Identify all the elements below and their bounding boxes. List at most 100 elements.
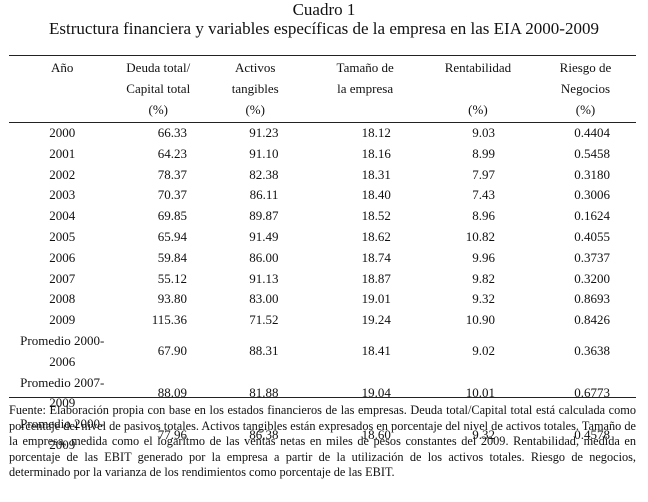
header-cell: Rentabilidad	[444, 60, 512, 75]
table-cell: 8.99	[472, 145, 495, 161]
header-cell: (%)	[575, 102, 596, 117]
table-cell: 0.4055	[574, 228, 610, 244]
header-rule	[9, 122, 636, 123]
header-cell: (%)	[148, 102, 168, 117]
table-row: Promedio 2000-2009 77.96 86.38 18.60 9.32 0.4…	[9, 414, 636, 456]
header-cell	[309, 99, 420, 120]
table-cell: 0.3006	[574, 187, 610, 203]
header-cell	[9, 78, 115, 99]
table-cell: 65.94	[157, 228, 187, 244]
row-label: 2007	[49, 270, 76, 286]
table-row: 2004 69.85 89.87 18.52 8.96 0.1624	[9, 206, 636, 227]
header-cell: (%)	[468, 102, 488, 117]
table-cell: 18.74	[361, 249, 391, 265]
table-cell: 18.60	[361, 426, 391, 442]
table-cell: 64.23	[157, 145, 187, 161]
table-cell: 0.4578	[574, 426, 610, 442]
table-cell: 18.16	[361, 145, 391, 161]
table-row: 2008 93.80 83.00 19.01 9.32 0.8693	[9, 289, 636, 310]
row-label: 2008	[49, 291, 76, 307]
table-row: 2005 65.94 91.49 18.62 10.82 0.4055	[9, 227, 636, 248]
table-cell: 0.8693	[574, 291, 610, 307]
row-label: Promedio 2000-2006	[20, 332, 105, 369]
row-label: 2005	[49, 228, 76, 244]
header-row-2: Capital total tangibles la empresa Negoc…	[9, 78, 636, 99]
table-cell: 91.13	[249, 270, 279, 286]
table-cell: 18.31	[361, 166, 391, 182]
header-row-1: Año Deuda total/ Activos Tamaño de Renta…	[9, 57, 636, 78]
table-body: 2000 66.33 91.23 18.12 9.03 0.4404 2001 64.23 91…	[9, 120, 636, 456]
row-label: 2009	[49, 312, 76, 328]
row-label: 2002	[49, 166, 76, 182]
table-cell: 55.12	[157, 270, 187, 286]
table-cell: 7.43	[472, 187, 495, 203]
table-cell: 10.01	[465, 384, 495, 400]
table-cell: 59.84	[157, 249, 187, 265]
bottom-rule	[9, 397, 636, 398]
table-row: Promedio 2007-2009 88.09 81.88 19.04 10.01 0.…	[9, 373, 636, 415]
table-cell: 91.23	[249, 125, 279, 140]
table-cell: 9.82	[472, 270, 495, 286]
table-cell: 86.11	[249, 187, 279, 203]
table-cell: 18.52	[361, 208, 391, 224]
table-cell: 18.62	[361, 228, 391, 244]
financial-structure-table: Año Deuda total/ Activos Tamaño de Renta…	[9, 57, 636, 456]
row-label: 2000	[49, 125, 76, 140]
table-cell: 69.85	[157, 208, 187, 224]
table-cell: 10.90	[465, 312, 495, 328]
table-cell: 0.3200	[574, 270, 610, 286]
table-row: 2006 59.84 86.00 18.74 9.96 0.3737	[9, 248, 636, 269]
table-cell: 89.87	[249, 208, 279, 224]
header-cell: la empresa	[337, 81, 394, 96]
table-row: Promedio 2000-2006 67.90 88.31 18.41 9.02 0.3…	[9, 331, 636, 373]
table-cell: 9.03	[472, 125, 495, 140]
table-cell: 7.97	[472, 166, 495, 182]
header-cell: Año	[51, 60, 74, 75]
header-cell	[421, 78, 535, 99]
table-row: 2003 70.37 86.11 18.40 7.43 0.3006	[9, 185, 636, 206]
table-row: 2009 115.36 71.52 19.24 10.90 0.8426	[9, 310, 636, 331]
header-row-3: (%) (%) (%) (%)	[9, 99, 636, 120]
table-cell: 18.12	[361, 125, 391, 140]
table-row: 2000 66.33 91.23 18.12 9.03 0.4404	[9, 120, 636, 144]
table-row: 2007 55.12 91.13 18.87 9.82 0.3200	[9, 269, 636, 290]
row-label: 2001	[49, 145, 76, 161]
table-cell: 78.37	[157, 166, 187, 182]
header-cell: Riesgo de	[559, 60, 612, 75]
table-cell: 71.52	[249, 312, 279, 328]
table-cell: 0.3638	[574, 343, 610, 359]
row-label: Promedio 2000-2009	[20, 416, 105, 452]
table-cell: 0.4404	[574, 125, 610, 140]
table-cell: 0.3737	[574, 249, 610, 265]
table-title: Estructura financiera y variables especí…	[49, 19, 599, 38]
row-label: 2003	[49, 187, 76, 203]
top-rule	[9, 55, 636, 56]
table-cell: 18.40	[361, 187, 391, 203]
table-cell: 9.32	[472, 291, 495, 307]
header-cell: Activos	[234, 60, 276, 75]
table-cell: 88.09	[157, 384, 187, 400]
header-cell: Negocios	[560, 81, 611, 96]
table-cell: 83.00	[249, 291, 279, 307]
header-cell: tangibles	[231, 81, 279, 96]
table-cell: 67.90	[157, 343, 187, 359]
header-cell: (%)	[245, 102, 265, 117]
table-cell: 115.36	[151, 312, 187, 328]
table-cell: 93.80	[157, 291, 187, 307]
table-caption: Cuadro 1	[292, 0, 356, 19]
table-row: 2001 64.23 91.10 18.16 8.99 0.5458	[9, 144, 636, 165]
table-cell: 19.01	[361, 291, 391, 307]
row-label: Promedio 2007-2009	[20, 374, 105, 411]
table-cell: 86.00	[249, 249, 279, 265]
header-cell: Deuda total/	[126, 60, 191, 75]
table-cell: 82.38	[249, 166, 279, 182]
table-cell: 18.87	[361, 270, 391, 286]
table-cell: 0.5458	[574, 145, 610, 161]
table-cell: 9.02	[472, 343, 495, 359]
table-cell: 0.3180	[574, 166, 610, 182]
table-cell: 66.33	[157, 125, 187, 140]
table-cell: 91.10	[249, 145, 279, 161]
header-cell	[9, 99, 115, 120]
table-cell: 70.37	[157, 187, 187, 203]
